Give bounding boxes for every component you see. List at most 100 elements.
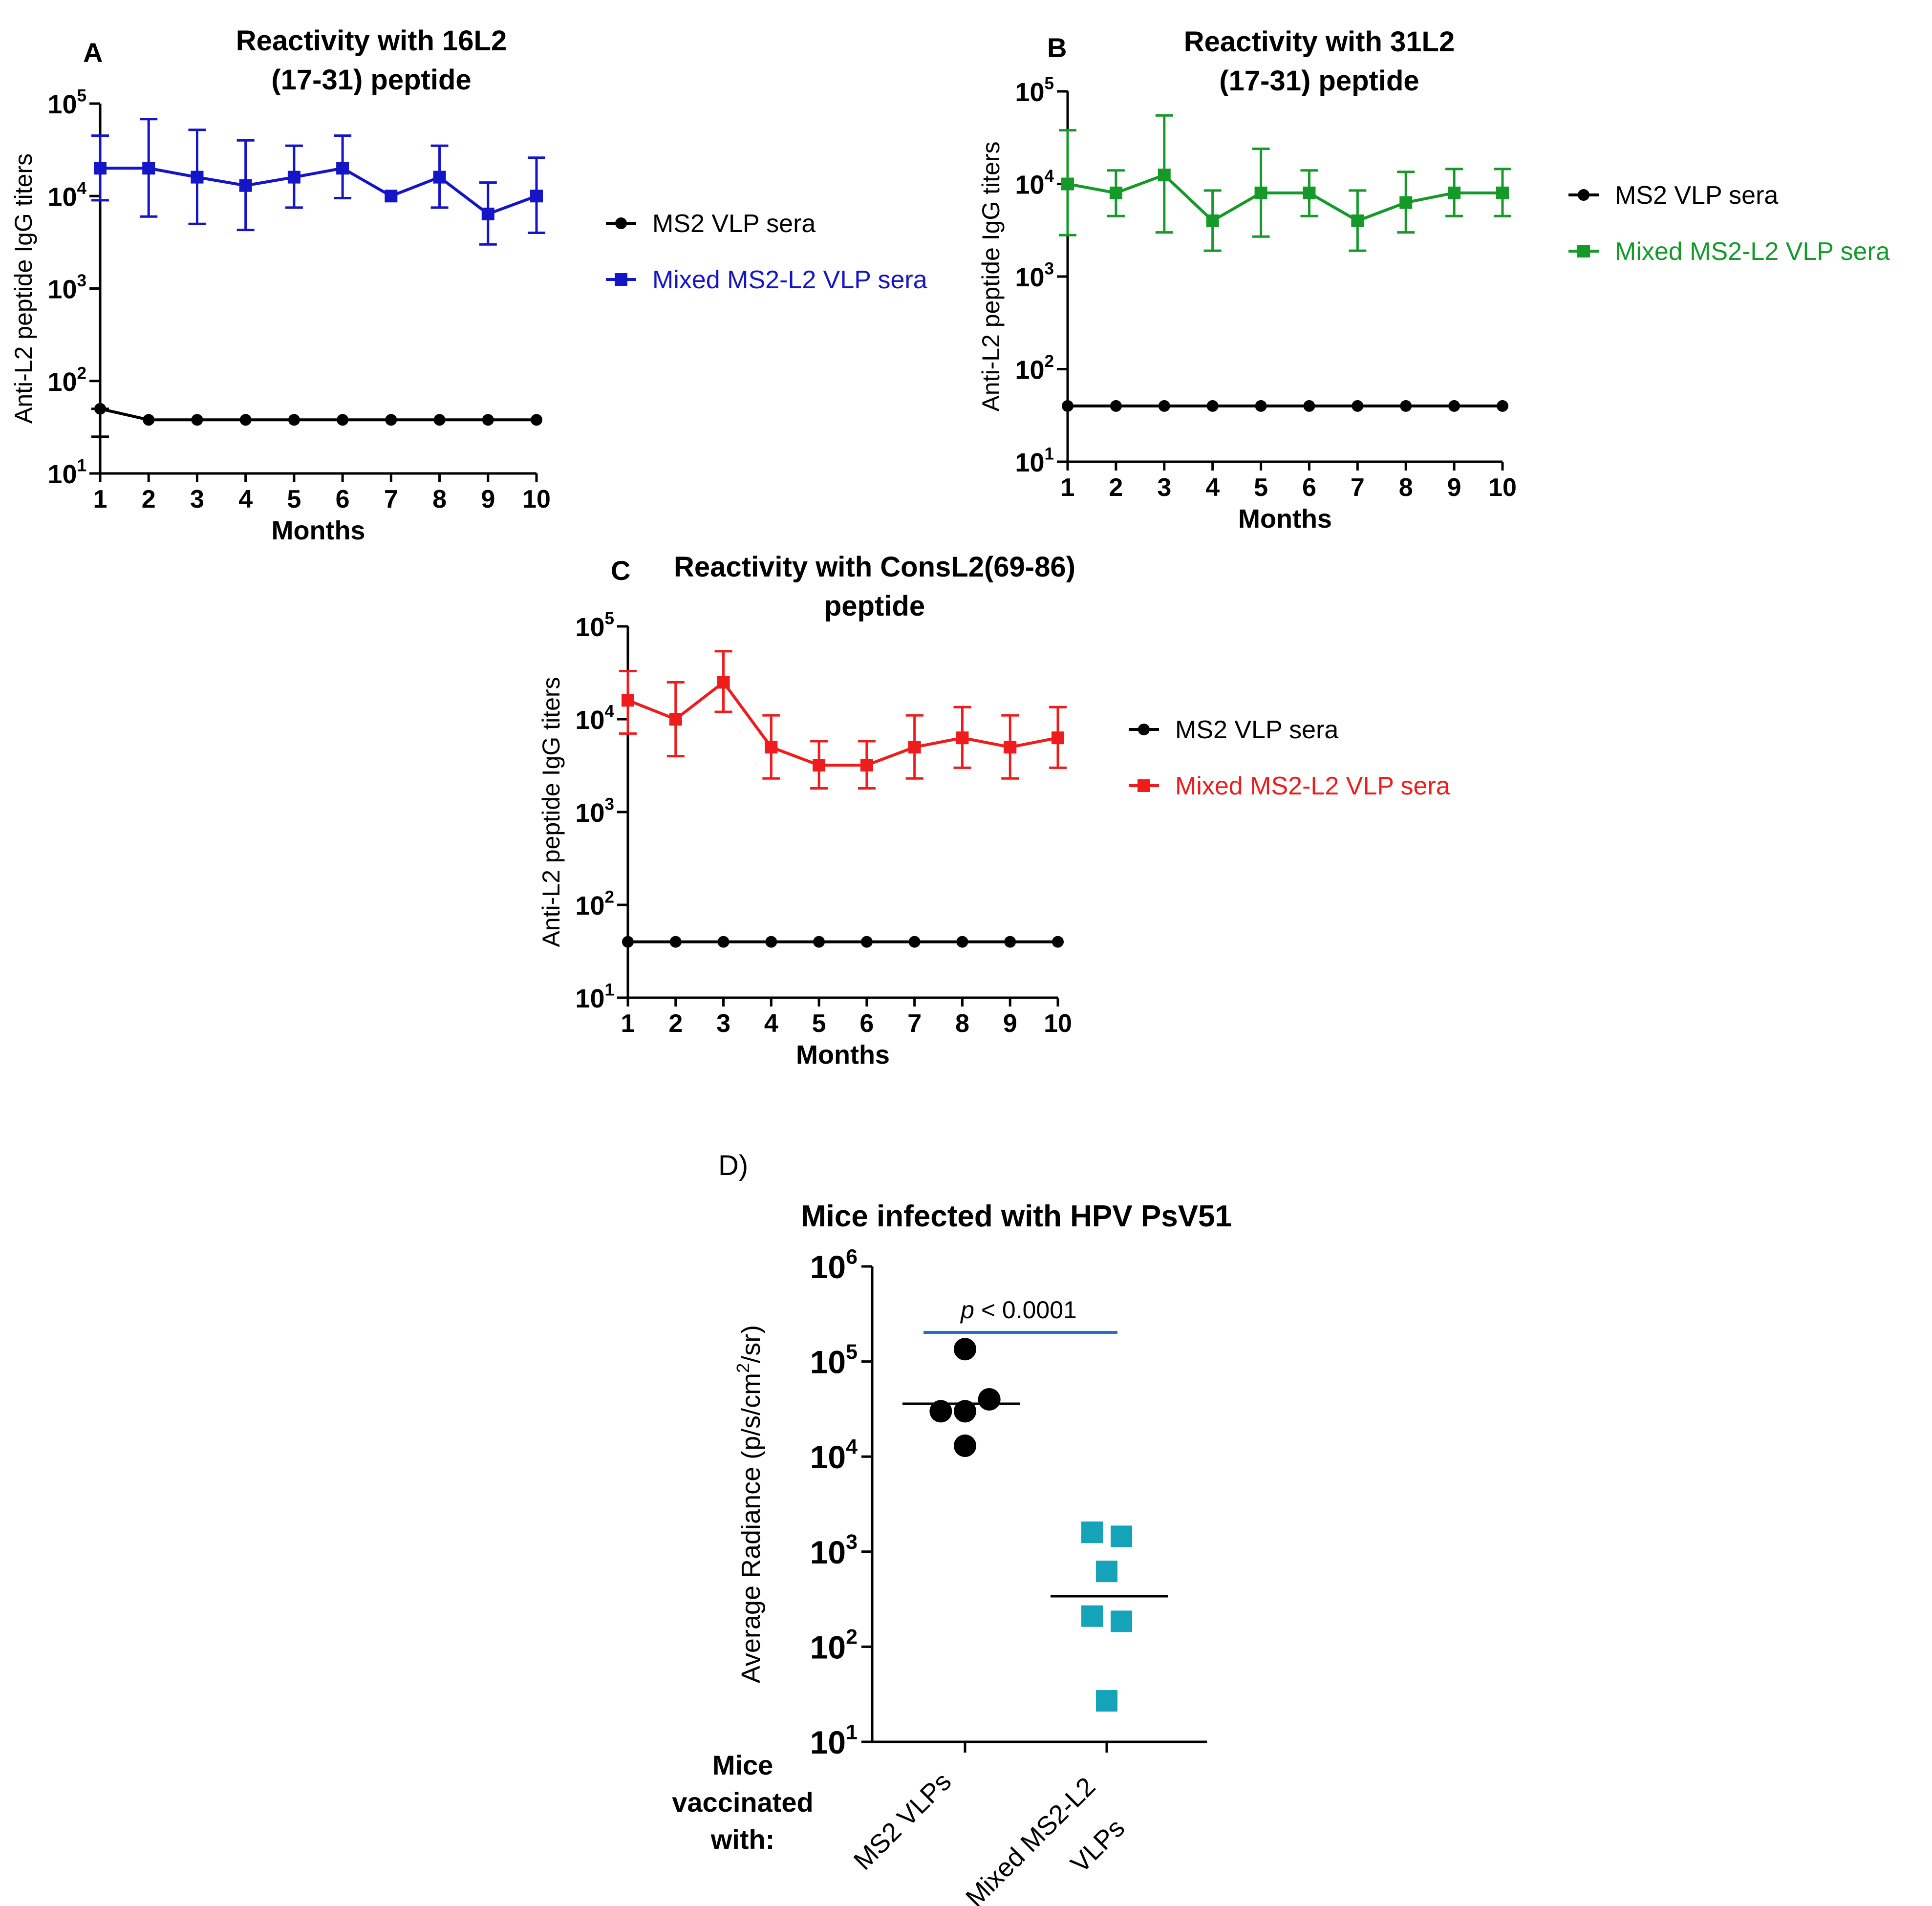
legend-marker bbox=[615, 217, 627, 229]
y-axis-label-end: /sr) bbox=[736, 1325, 766, 1363]
y-tick-label: 104 bbox=[1015, 167, 1054, 199]
x-tick-label: 2 bbox=[142, 485, 156, 514]
data-point bbox=[813, 936, 825, 948]
data-point bbox=[433, 171, 446, 184]
data-point bbox=[1081, 1521, 1103, 1543]
data-point bbox=[336, 162, 349, 175]
panel-c: C Reactivity with ConsL2(69-86)peptide101… bbox=[537, 551, 1450, 1070]
legend: MS2 VLP sera Mixed MS2-L2 VLP sera bbox=[606, 210, 927, 294]
data-point bbox=[1254, 186, 1267, 199]
data-point bbox=[1158, 169, 1171, 182]
data-point bbox=[929, 1400, 952, 1423]
y-tick-label-exp: 1 bbox=[77, 456, 86, 475]
chart-title-line: (17-31) peptide bbox=[271, 64, 471, 96]
y-tick-label: 101 bbox=[1015, 445, 1054, 477]
y-tick-label: 106 bbox=[810, 1245, 858, 1285]
y-tick-label-exp: 4 bbox=[1044, 167, 1054, 186]
data-point bbox=[860, 759, 873, 772]
p-value-text: < 0.0001 bbox=[974, 1296, 1077, 1324]
panel-label: B bbox=[1047, 32, 1067, 63]
y-tick-label-exp: 2 bbox=[846, 1626, 858, 1649]
x-tick-label: 9 bbox=[481, 485, 495, 514]
panel-b: B Reactivity with 31L2(17-31) peptide1011… bbox=[977, 26, 1890, 534]
x-category-label: Mixed MS2-L2 bbox=[960, 1772, 1101, 1906]
y-tick-label: 102 bbox=[575, 888, 614, 921]
y-axis-label: Anti-L2 peptide IgG titers bbox=[977, 141, 1005, 411]
data-point bbox=[1400, 400, 1412, 412]
x-tick-label: 5 bbox=[1254, 473, 1268, 502]
x-tick-label: 10 bbox=[1488, 473, 1517, 502]
y-tick-label-exp: 5 bbox=[604, 609, 614, 628]
y-tick-label: 103 bbox=[1015, 259, 1054, 292]
data-point bbox=[239, 179, 252, 192]
data-point bbox=[337, 414, 349, 426]
x-axis-title-line: with: bbox=[710, 1824, 775, 1855]
x-tick-label: 3 bbox=[190, 485, 204, 514]
p-value-label: p < 0.0001 bbox=[960, 1296, 1077, 1324]
x-tick-label: 8 bbox=[1399, 473, 1413, 502]
data-point bbox=[1448, 186, 1461, 199]
data-point bbox=[1096, 1561, 1117, 1583]
legend-marker bbox=[1577, 245, 1590, 257]
data-point bbox=[954, 1400, 976, 1423]
series-mixed-ms2-l2-vlp-sera bbox=[1059, 114, 1511, 252]
data-point bbox=[1004, 741, 1017, 754]
chart-title-line: Reactivity with ConsL2(69-86) bbox=[674, 551, 1075, 583]
data-point bbox=[1111, 1525, 1132, 1547]
series-mixed-ms2-l2-vlp-sera bbox=[619, 650, 1067, 790]
y-tick-label-exp: 1 bbox=[846, 1720, 858, 1744]
data-point bbox=[1303, 186, 1316, 199]
data-point bbox=[385, 414, 397, 426]
data-point bbox=[1109, 186, 1122, 199]
chart-title-line: peptide bbox=[824, 590, 925, 622]
panel-label: D) bbox=[718, 1150, 748, 1181]
y-tick-label-exp: 4 bbox=[604, 702, 614, 721]
legend: MS2 VLP sera Mixed MS2-L2 VLP sera bbox=[1129, 716, 1450, 800]
data-point bbox=[1399, 196, 1413, 209]
y-tick-label: 102 bbox=[1015, 352, 1054, 385]
panel-d: D) Mice infected with HPV PsV51 101 102 103 1… bbox=[672, 1150, 1232, 1906]
series-ms2-vlp-sera bbox=[91, 403, 542, 438]
y-axis-label-sup: 2 bbox=[733, 1363, 753, 1373]
y-axis-label: Average Radiance (p/s/cm2/sr) bbox=[733, 1325, 766, 1683]
data-point bbox=[717, 936, 730, 948]
chart-title-line: Reactivity with 16L2 bbox=[236, 25, 507, 57]
data-point bbox=[669, 713, 682, 726]
x-tick-label: 9 bbox=[1003, 1009, 1017, 1038]
data-point bbox=[239, 414, 252, 426]
series-line bbox=[100, 407, 537, 422]
y-tick-label: 105 bbox=[47, 86, 86, 119]
data-point bbox=[191, 414, 203, 426]
y-tick-label-exp: 5 bbox=[77, 86, 86, 106]
legend-label: MS2 VLP sera bbox=[1175, 716, 1338, 744]
y-tick-label: 104 bbox=[575, 702, 614, 735]
x-tick-label: 7 bbox=[384, 485, 398, 514]
x-tick-label: 2 bbox=[1109, 473, 1123, 502]
y-tick-label-exp: 4 bbox=[77, 179, 86, 198]
y-tick-label-exp: 2 bbox=[604, 888, 614, 907]
x-tick-label: 8 bbox=[955, 1009, 969, 1038]
data-point bbox=[956, 731, 969, 745]
y-tick-label: 105 bbox=[575, 609, 614, 642]
data-point bbox=[1448, 400, 1460, 412]
x-axis-title-line: vaccinated bbox=[672, 1787, 814, 1818]
data-point bbox=[978, 1388, 1001, 1411]
data-point bbox=[1496, 186, 1509, 199]
y-tick-label: 105 bbox=[810, 1340, 858, 1380]
x-tick-label: 4 bbox=[1205, 473, 1220, 502]
group-mixed-ms2-l2-vlps bbox=[1051, 1521, 1168, 1712]
data-point bbox=[954, 1435, 976, 1457]
y-tick-label-exp: 2 bbox=[1044, 352, 1054, 371]
data-point bbox=[622, 936, 634, 948]
series-line bbox=[627, 680, 1058, 767]
x-tick-label: 5 bbox=[812, 1009, 826, 1038]
x-tick-label: 3 bbox=[1157, 473, 1171, 502]
data-point bbox=[433, 414, 446, 426]
x-category-label: VLPs bbox=[1065, 1813, 1131, 1879]
data-point bbox=[143, 414, 155, 426]
y-tick-label-exp: 2 bbox=[77, 364, 86, 383]
data-point bbox=[482, 414, 494, 426]
data-point bbox=[1158, 400, 1170, 412]
data-point bbox=[287, 171, 301, 184]
